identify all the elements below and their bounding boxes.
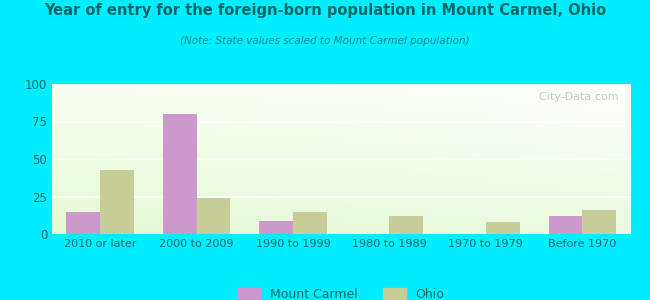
- Bar: [196, 198, 230, 234]
- Text: City-Data.com: City-Data.com: [532, 92, 619, 101]
- Bar: [293, 212, 327, 234]
- Bar: [486, 222, 519, 234]
- Text: (Note: State values scaled to Mount Carmel population): (Note: State values scaled to Mount Carm…: [180, 36, 470, 46]
- Bar: [582, 210, 616, 234]
- Bar: [259, 220, 293, 234]
- Bar: [163, 114, 196, 234]
- Text: Year of entry for the foreign-born population in Mount Carmel, Ohio: Year of entry for the foreign-born popul…: [44, 3, 606, 18]
- Bar: [100, 169, 134, 234]
- Legend: Mount Carmel, Ohio: Mount Carmel, Ohio: [233, 283, 450, 300]
- Bar: [66, 212, 100, 234]
- Bar: [389, 216, 423, 234]
- Bar: [549, 216, 582, 234]
